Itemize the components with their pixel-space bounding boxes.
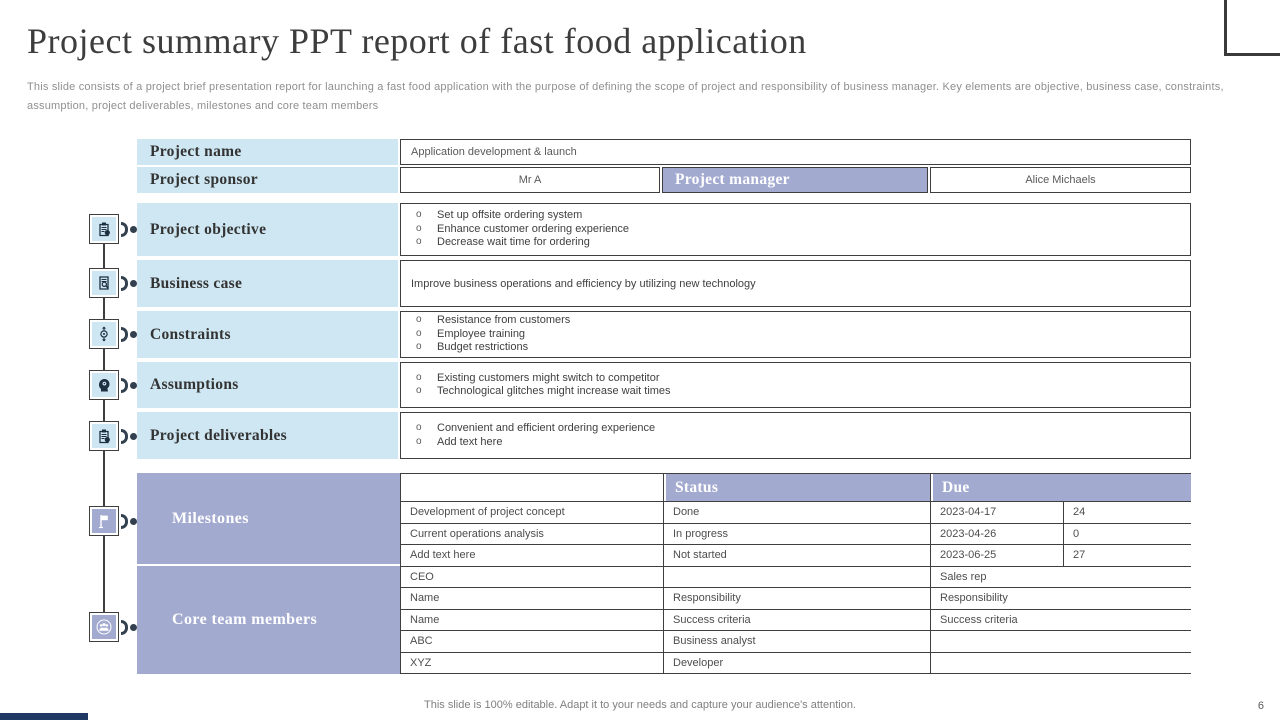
bullet-item: Existing customers might switch to compe… bbox=[401, 371, 1190, 386]
connector-ring bbox=[121, 378, 128, 393]
bullet-item: Convenient and efficient ordering experi… bbox=[401, 421, 1190, 436]
project-name-value[interactable]: Application development & launch bbox=[400, 139, 1191, 165]
section-label-business-case: Business case bbox=[137, 260, 398, 307]
milestone-status-cell[interactable]: Not started bbox=[664, 545, 930, 566]
connector-dot bbox=[130, 280, 137, 287]
milestones-icon-box bbox=[89, 506, 119, 536]
flag-icon bbox=[92, 509, 116, 533]
core-team-cell[interactable]: Success criteria bbox=[664, 609, 930, 630]
project-objective-icon-box bbox=[89, 214, 119, 244]
milestone-date-cell[interactable]: 2023-04-26 bbox=[931, 523, 1063, 544]
milestone-days-cell[interactable]: 24 bbox=[1064, 502, 1191, 523]
milestone-task-cell[interactable]: Development of project concept bbox=[401, 502, 663, 523]
milestone-status-cell[interactable]: In progress bbox=[664, 523, 930, 544]
core-team-cell[interactable]: Business analyst bbox=[664, 631, 930, 652]
core-team-cell[interactable] bbox=[664, 566, 930, 587]
milestones-label-cell: Milestones bbox=[137, 473, 400, 566]
bottom-accent-bar bbox=[0, 713, 88, 720]
compass-arrows-icon bbox=[92, 322, 116, 346]
connector-dot bbox=[130, 518, 137, 525]
business-case-content[interactable]: Improve business operations and efficien… bbox=[400, 260, 1191, 307]
connector-ring bbox=[121, 620, 128, 635]
section-label-constraints: Constraints bbox=[137, 311, 398, 358]
core-team-label: Core team members bbox=[172, 611, 318, 628]
project-manager-label: Project manager bbox=[662, 167, 928, 193]
core-team-cell[interactable]: ABC bbox=[401, 631, 663, 652]
bullet-item: Budget restrictions bbox=[401, 340, 1190, 355]
milestones-status-header: Status bbox=[664, 474, 930, 501]
milestone-task-cell[interactable]: Current operations analysis bbox=[401, 523, 663, 544]
project-manager-value[interactable]: Alice Michaels bbox=[930, 167, 1191, 193]
connector-dot bbox=[130, 226, 137, 233]
milestones-table: Status Due Development of project concep… bbox=[400, 473, 1191, 674]
core-team-icon-box bbox=[89, 612, 119, 642]
core-team-label-cell: Core team members bbox=[137, 566, 400, 674]
clipboard-gear-icon bbox=[92, 424, 116, 448]
project-sponsor-label: Project sponsor bbox=[137, 167, 398, 193]
connector-ring bbox=[121, 222, 128, 237]
business-case-text: Improve business operations and efficien… bbox=[411, 277, 756, 290]
milestone-date-cell[interactable]: 2023-04-17 bbox=[931, 502, 1063, 523]
core-team-cell[interactable] bbox=[931, 652, 1191, 673]
core-team-cell[interactable]: Success criteria bbox=[931, 609, 1191, 630]
core-team-cell[interactable]: Responsibility bbox=[931, 588, 1191, 609]
bullet-item: Technological glitches might increase wa… bbox=[401, 384, 1190, 399]
project-sponsor-value[interactable]: Mr A bbox=[400, 167, 660, 193]
connector-ring bbox=[121, 429, 128, 444]
milestone-status-cell[interactable]: Done bbox=[664, 502, 930, 523]
page-number: 6 bbox=[1257, 700, 1264, 712]
connector-ring bbox=[121, 276, 128, 291]
page-title: Project summary PPT report of fast food … bbox=[27, 21, 807, 61]
bullet-item: Decrease wait time for ordering bbox=[401, 235, 1190, 250]
core-team-cell[interactable]: Sales rep bbox=[931, 566, 1191, 587]
core-team-cell[interactable]: Name bbox=[401, 588, 663, 609]
project-objective-content[interactable]: Set up offsite ordering system Enhance c… bbox=[400, 203, 1191, 256]
project-deliverables-content[interactable]: Convenient and efficient ordering experi… bbox=[400, 412, 1191, 459]
core-team-cell[interactable]: Name bbox=[401, 609, 663, 630]
clipboard-gear-icon bbox=[92, 217, 116, 241]
people-icon bbox=[92, 615, 116, 639]
core-team-cell[interactable]: Developer bbox=[664, 652, 930, 673]
assumptions-icon-box bbox=[89, 370, 119, 400]
bullet-item: Enhance customer ordering experience bbox=[401, 222, 1190, 237]
bullet-item: Resistance from customers bbox=[401, 313, 1190, 328]
core-team-cell[interactable] bbox=[931, 631, 1191, 652]
milestones-due-header: Due bbox=[931, 474, 1191, 501]
footer-note: This slide is 100% editable. Adapt it to… bbox=[424, 699, 856, 711]
milestones-header-empty-cell bbox=[401, 474, 663, 501]
milestones-label: Milestones bbox=[172, 509, 249, 527]
core-team-cell[interactable]: XYZ bbox=[401, 652, 663, 673]
business-case-icon-box bbox=[89, 268, 119, 298]
top-right-corner-box bbox=[1224, 0, 1280, 56]
bullet-item: Set up offsite ordering system bbox=[401, 208, 1190, 223]
connector-ring bbox=[121, 327, 128, 342]
connector-dot bbox=[130, 624, 137, 631]
constraints-icon-box bbox=[89, 319, 119, 349]
project-deliverables-icon-box bbox=[89, 421, 119, 451]
core-team-cell[interactable]: CEO bbox=[401, 566, 663, 587]
bullet-item: Employee training bbox=[401, 327, 1190, 342]
milestone-task-cell[interactable]: Add text here bbox=[401, 545, 663, 566]
milestone-date-cell[interactable]: 2023-06-25 bbox=[931, 545, 1063, 566]
milestones-core-label-block: Milestones Core team members bbox=[137, 473, 400, 674]
constraints-content[interactable]: Resistance from customers Employee train… bbox=[400, 311, 1191, 358]
bullet-item: Add text here bbox=[401, 435, 1190, 450]
milestone-days-cell[interactable]: 27 bbox=[1064, 545, 1191, 566]
core-team-cell[interactable]: Responsibility bbox=[664, 588, 930, 609]
connector-dot bbox=[130, 433, 137, 440]
connector-dot bbox=[130, 331, 137, 338]
head-gear-icon bbox=[92, 373, 116, 397]
document-magnifier-icon bbox=[92, 271, 116, 295]
project-name-label: Project name bbox=[137, 139, 398, 165]
section-label-project-deliverables: Project deliverables bbox=[137, 412, 398, 459]
milestone-days-cell[interactable]: 0 bbox=[1064, 523, 1191, 544]
connector-dot bbox=[130, 382, 137, 389]
assumptions-content[interactable]: Existing customers might switch to compe… bbox=[400, 362, 1191, 408]
connector-ring bbox=[121, 514, 128, 529]
section-label-assumptions: Assumptions bbox=[137, 362, 398, 408]
slide-description: This slide consists of a project brief p… bbox=[27, 81, 1224, 112]
section-label-project-objective: Project objective bbox=[137, 203, 398, 256]
